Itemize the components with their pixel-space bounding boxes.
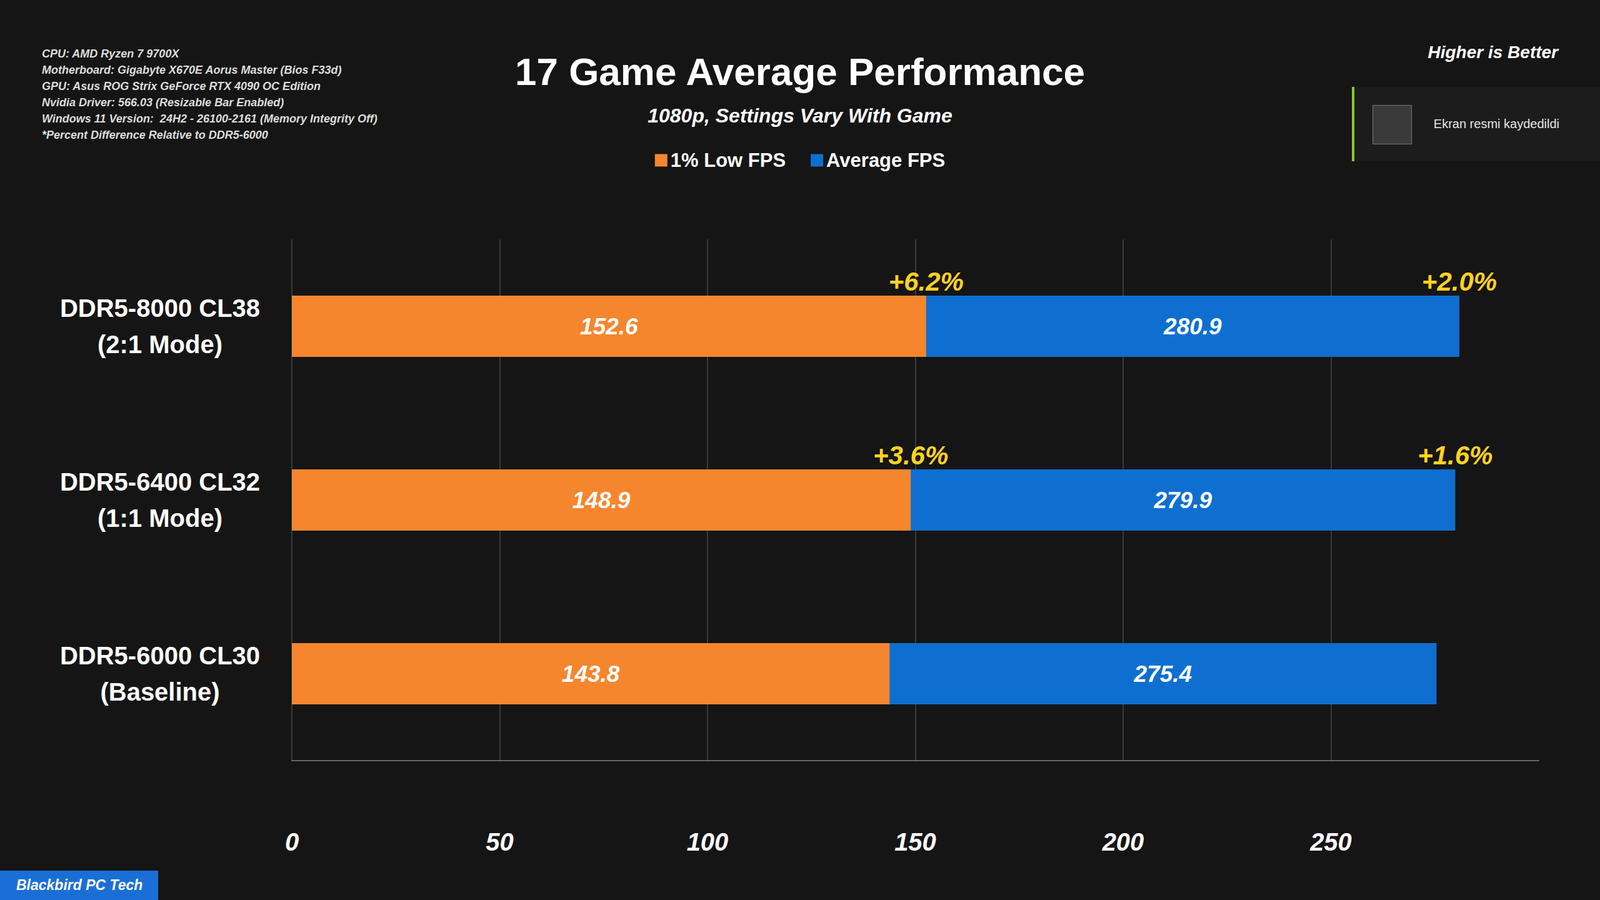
svg-text:Blackbird PC Tech: Blackbird PC Tech (16, 876, 143, 894)
svg-text:Motherboard: Gigabyte X670E Ao: Motherboard: Gigabyte X670E Aorus Master… (41, 63, 342, 77)
svg-text:CPU: AMD Ryzen 7 9700X: CPU: AMD Ryzen 7 9700X (41, 47, 180, 60)
svg-text:200: 200 (1101, 828, 1145, 856)
svg-text:100: 100 (686, 828, 729, 856)
svg-text:Nvidia Driver: 566.03 (Resizab: Nvidia Driver: 566.03 (Resizable Bar Ena… (41, 96, 284, 109)
svg-text:GPU: Asus ROG Strix GeForce RT: GPU: Asus ROG Strix GeForce RTX 4090 OC … (41, 80, 321, 93)
svg-text:Windows 11 Version: 24H2 - 26: Windows 11 Version: 24H2 - 26100-2161 (M… (41, 112, 378, 125)
svg-text:DDR5-8000 CL38: DDR5-8000 CL38 (60, 294, 260, 322)
svg-text:Average FPS: Average FPS (826, 149, 945, 172)
svg-text:*Percent Difference Relative t: *Percent Difference Relative to DDR5-600… (41, 128, 269, 142)
svg-text:+6.2%: +6.2% (888, 266, 964, 297)
svg-text:DDR5-6000 CL30: DDR5-6000 CL30 (60, 641, 260, 670)
svg-text:150: 150 (894, 828, 937, 856)
svg-text:+2.0%: +2.0% (1421, 266, 1497, 297)
svg-text:(1:1 Mode): (1:1 Mode) (97, 504, 223, 532)
svg-text:+3.6%: +3.6% (873, 440, 949, 470)
svg-text:1080p, Settings Vary With Game: 1080p, Settings Vary With Game (647, 104, 953, 127)
svg-text:Higher is Better: Higher is Better (1428, 42, 1560, 62)
svg-text:Ekran resmi kaydedildi: Ekran resmi kaydedildi (1433, 116, 1560, 131)
svg-text:17 Game Average Performance: 17 Game Average Performance (515, 50, 1085, 94)
svg-text:275.4: 275.4 (1133, 661, 1193, 687)
svg-text:148.9: 148.9 (572, 487, 631, 514)
svg-text:250: 250 (1309, 828, 1352, 856)
svg-text:152.6: 152.6 (580, 313, 639, 340)
svg-text:0: 0 (285, 828, 299, 856)
svg-text:(2:1 Mode): (2:1 Mode) (97, 330, 223, 359)
svg-text:DDR5-6400 CL32: DDR5-6400 CL32 (60, 468, 260, 496)
svg-text:+1.6%: +1.6% (1417, 440, 1493, 470)
svg-text:50: 50 (485, 828, 514, 856)
svg-text:143.8: 143.8 (561, 661, 620, 687)
svg-text:280.9: 280.9 (1163, 313, 1222, 340)
svg-text:1% Low FPS: 1% Low FPS (670, 149, 786, 172)
svg-text:(Baseline): (Baseline) (100, 678, 220, 706)
svg-text:279.9: 279.9 (1153, 487, 1212, 514)
